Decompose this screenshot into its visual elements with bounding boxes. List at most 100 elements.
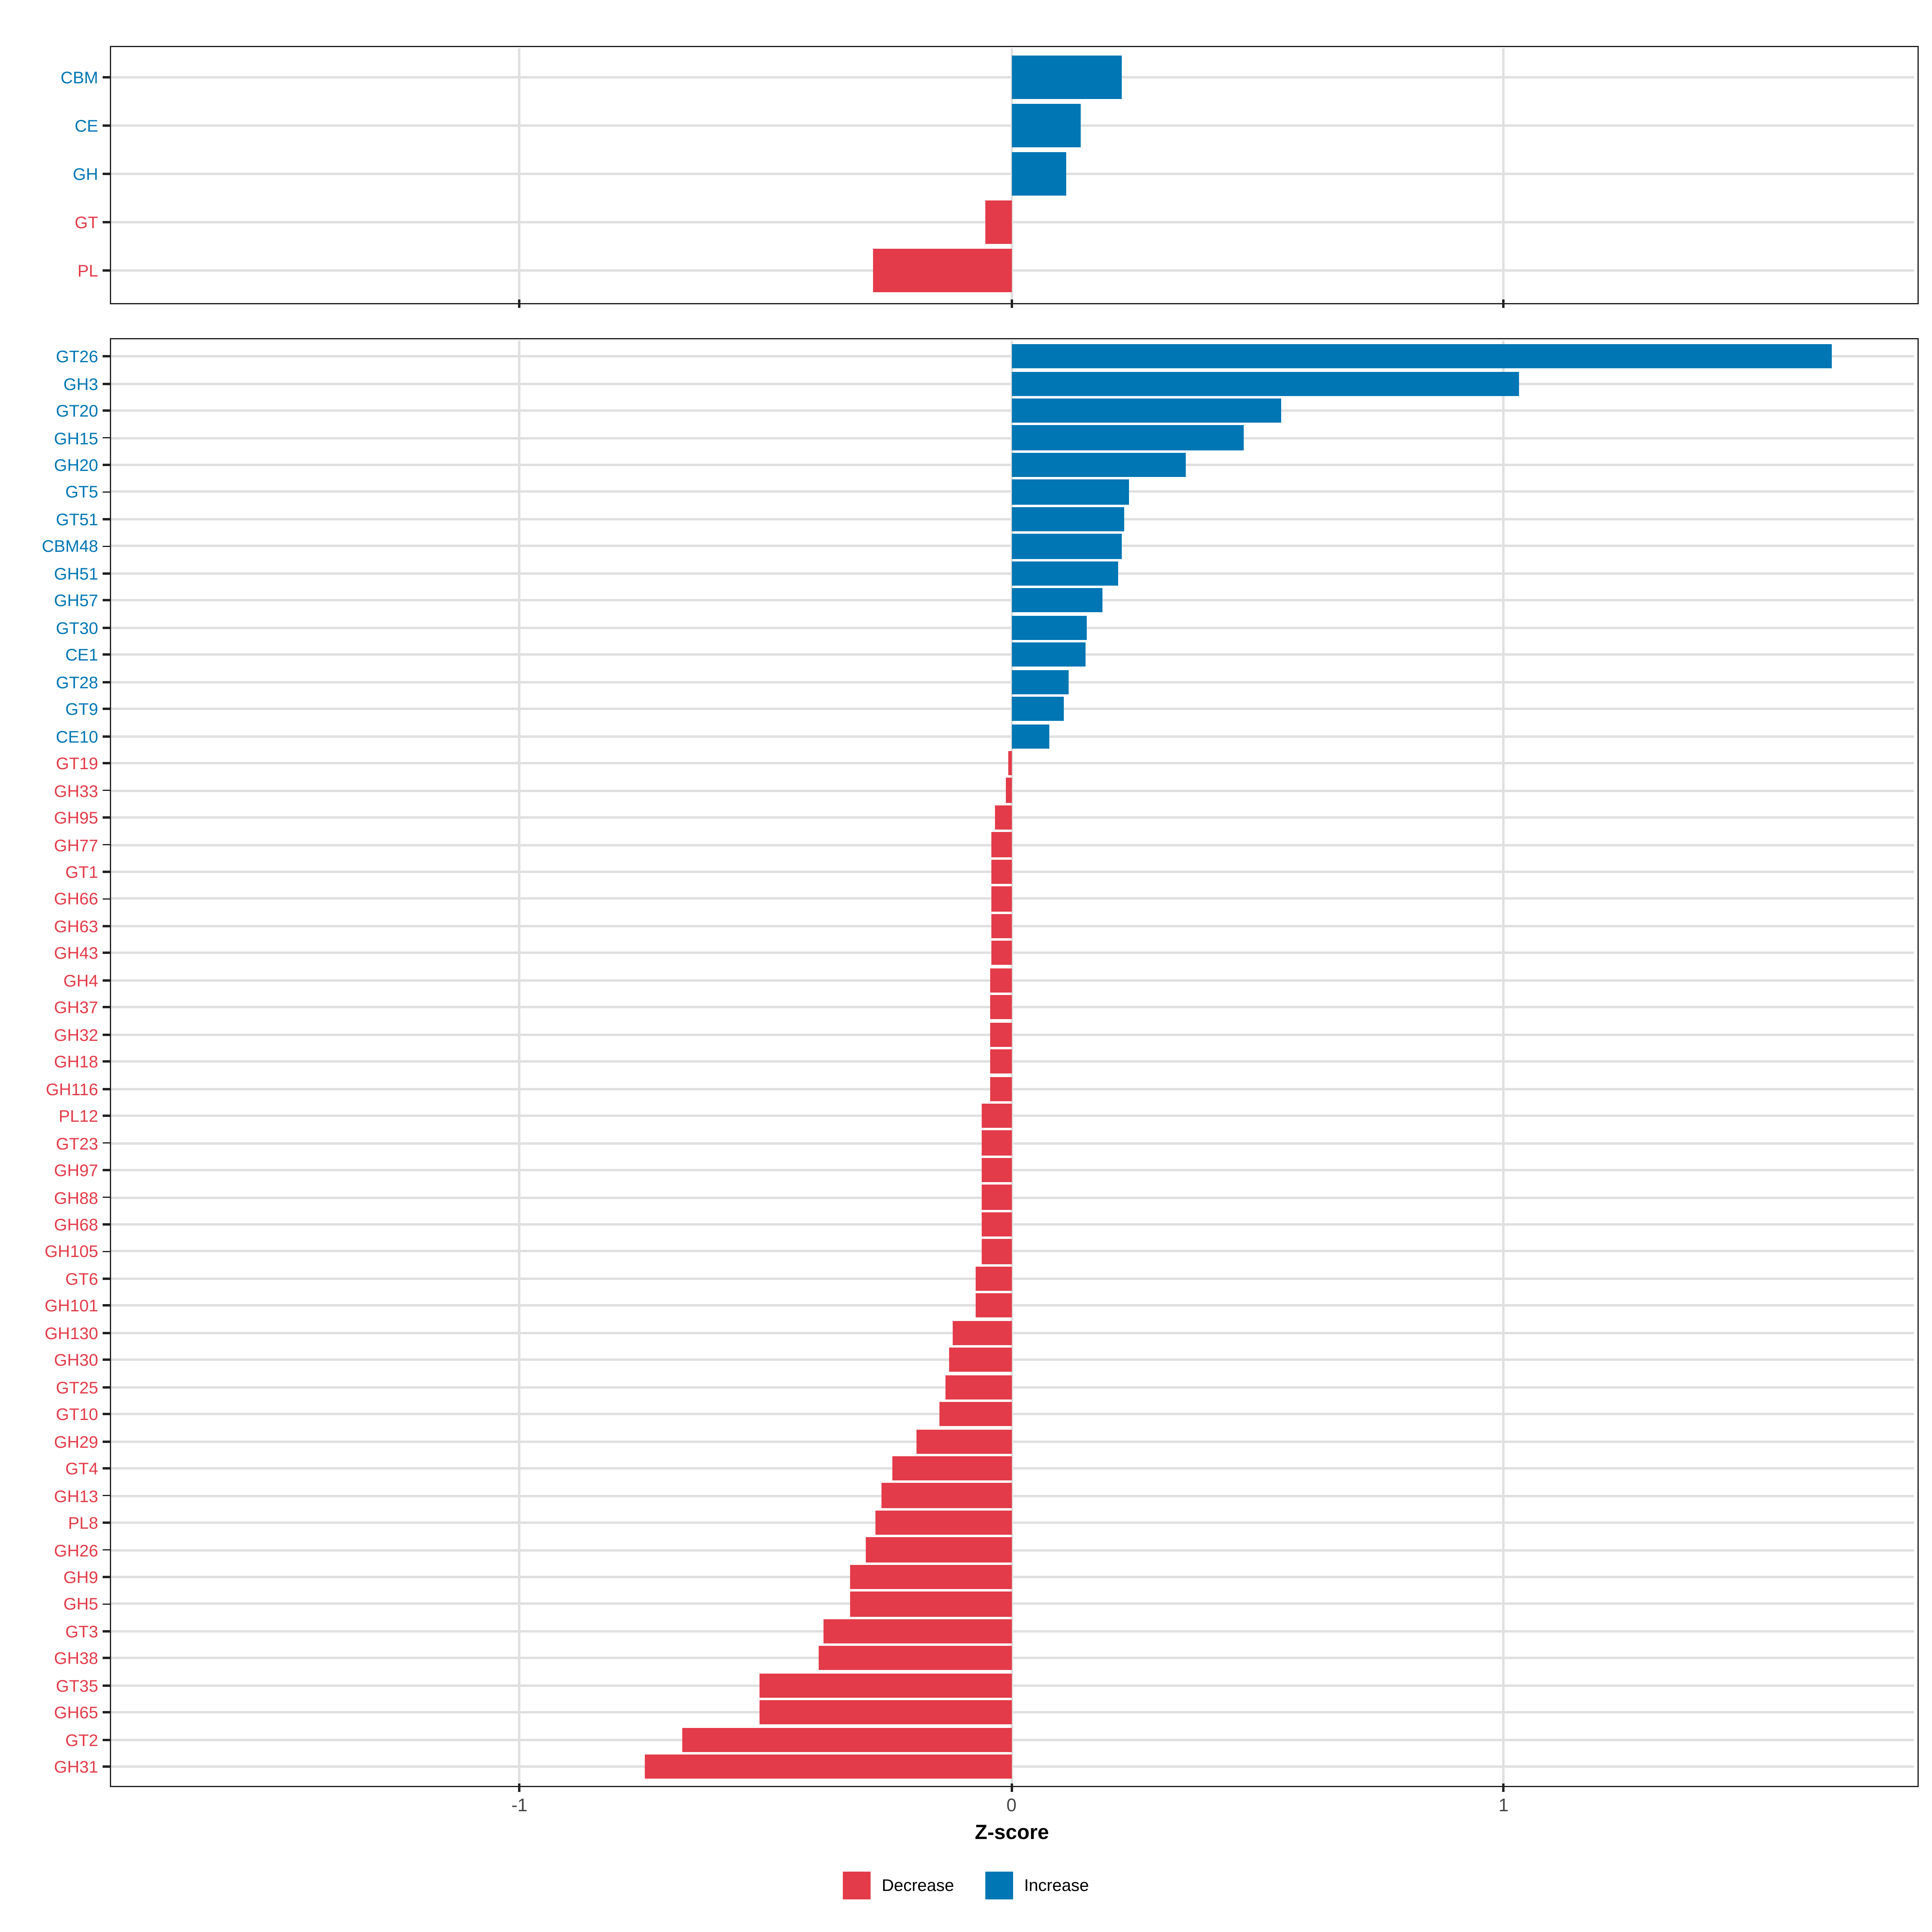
bar [1011,452,1187,477]
x-axis-tick-label: -1 [511,1795,528,1816]
y-axis-tick [103,269,111,272]
bar [982,1104,1012,1128]
category-label: GT1 [65,862,98,881]
h-gridline [111,1684,1914,1687]
y-axis-tick [103,952,111,954]
bar [982,1131,1012,1156]
h-gridline [111,898,1914,900]
y-axis-tick [103,1196,111,1199]
h-gridline [111,1060,1914,1063]
h-gridline [111,1494,1914,1497]
bar [990,1022,1012,1047]
y-axis-tick [103,76,111,78]
bar [1011,425,1244,450]
h-gridline [111,1603,1914,1606]
bar [850,1592,1012,1616]
y-axis-tick [103,1277,111,1280]
bar [893,1456,1012,1481]
category-label: CE1 [65,645,98,665]
bar [866,1538,1012,1562]
h-gridline [111,1413,1914,1416]
category-label: CBM [60,67,98,87]
category-label: GH63 [54,916,98,936]
category-label: PL [77,260,98,280]
category-label: GT19 [56,753,98,773]
decrease-swatch [843,1872,871,1899]
y-axis-tick [103,654,111,656]
x-axis-tick [518,299,521,308]
y-axis-tick [103,599,111,602]
y-axis-tick [103,172,111,175]
category-label: GT23 [56,1133,98,1153]
category-label: GH97 [54,1160,98,1180]
y-axis-tick [103,762,111,764]
h-gridline [111,1467,1914,1470]
h-gridline [111,870,1914,873]
increase-swatch [985,1872,1013,1899]
y-axis-tick [103,1331,111,1334]
bar [982,1239,1012,1264]
h-gridline [111,1250,1914,1253]
category-label: GH32 [54,1025,98,1044]
y-axis-tick [103,816,111,819]
bar [760,1700,1012,1725]
y-axis-tick [103,1630,111,1633]
h-gridline [111,269,1914,272]
y-axis-tick [103,1657,111,1660]
y-axis-tick [103,1359,111,1361]
bar [1011,507,1124,532]
bar [991,914,1012,938]
y-axis-tick [103,572,111,575]
category-label: GT4 [65,1459,98,1478]
y-axis-tick [103,1169,111,1171]
category-label: GH105 [44,1242,98,1261]
y-axis-tick [103,898,111,900]
category-label: GT10 [56,1404,98,1424]
category-label: GH9 [63,1567,98,1587]
bar [991,832,1012,857]
category-label: CE10 [56,726,98,746]
category-label: GH33 [54,780,98,800]
category-label: CE [74,116,98,135]
legend-item-increase: Increase [985,1872,1089,1899]
category-label: GH68 [54,1214,98,1234]
category-label: GH101 [44,1296,98,1316]
category-label: CBM48 [41,537,98,556]
h-gridline [111,789,1914,792]
bar [982,1185,1012,1210]
y-axis-tick [103,1494,111,1497]
category-label: GH77 [54,835,98,855]
bar [991,886,1012,911]
y-axis-tick [103,626,111,629]
y-axis-tick [103,124,111,127]
y-axis-tick [103,1603,111,1606]
y-axis-tick [103,925,111,927]
category-label: GH4 [63,970,98,990]
x-axis-tick [1010,299,1013,308]
y-axis-tick [103,1142,111,1144]
bar [1011,398,1282,423]
y-axis-tick [103,1033,111,1036]
y-axis-tick [103,1413,111,1416]
h-gridline [111,1087,1914,1090]
category-label: GH3 [63,374,98,393]
legend-label-decrease: Decrease [881,1875,954,1895]
y-axis-tick [103,518,111,520]
category-label: GH37 [54,997,98,1017]
h-gridline [111,1305,1914,1307]
bar [881,1483,1012,1508]
y-axis-tick [103,221,111,223]
bar [1006,778,1012,803]
y-axis-tick [103,1223,111,1226]
h-gridline [111,1006,1914,1009]
h-gridline [111,762,1914,765]
h-gridline [111,1440,1914,1443]
x-axis-tick [1502,1783,1505,1792]
x-axis-tick-label: 1 [1499,1795,1509,1816]
h-gridline [111,1575,1914,1578]
category-label: GH18 [54,1052,98,1071]
bar [982,1158,1012,1183]
bar [1011,615,1088,640]
category-label: GH [72,164,98,184]
